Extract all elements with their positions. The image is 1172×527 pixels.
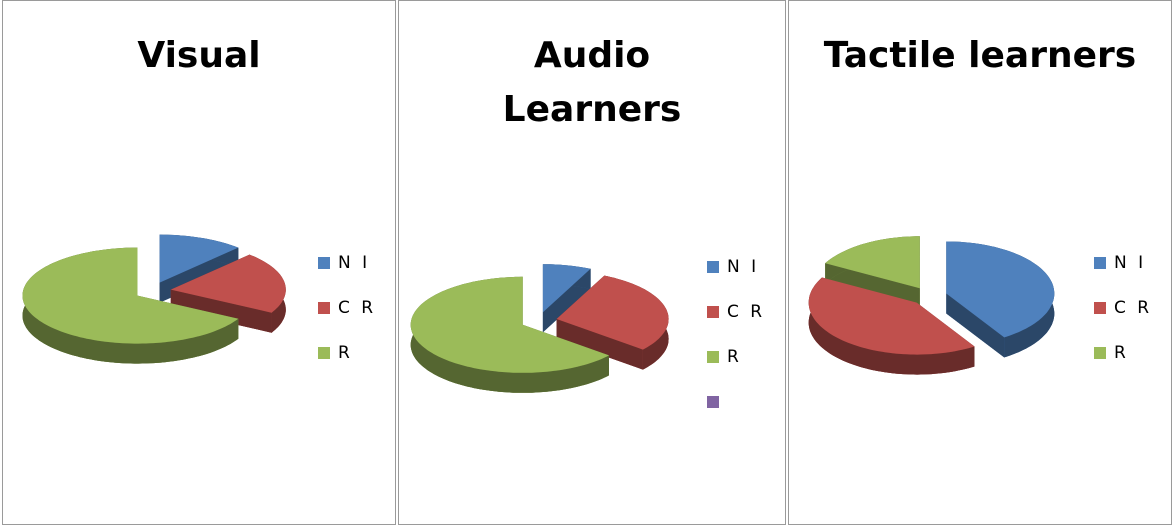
chart: N I C R R <box>808 236 1152 375</box>
chart: N I C R R <box>410 257 765 408</box>
slice-top <box>556 275 669 350</box>
panel: Audio Learners N I C R R <box>398 0 786 525</box>
slice-side <box>808 277 975 375</box>
slice-top <box>542 264 591 313</box>
panel: Tactile learners N I C R R <box>788 0 1172 525</box>
legend-label: N I <box>727 257 759 277</box>
legend-label: N I <box>1114 253 1146 273</box>
slice-shade <box>808 277 975 375</box>
legend-swatch <box>707 306 719 318</box>
slice-top <box>946 241 1055 338</box>
slice-shade <box>556 319 643 370</box>
slice-tops <box>410 264 669 373</box>
slice-shade <box>825 263 920 309</box>
slice-top <box>825 236 920 289</box>
slice-tops <box>22 234 286 344</box>
chart: N I C R R <box>22 234 376 364</box>
slice-side <box>946 293 1005 358</box>
legend-swatch <box>1094 347 1106 359</box>
legend-label: C R <box>727 302 765 322</box>
legend-label: R <box>727 347 742 367</box>
slice-shade <box>946 293 1005 358</box>
legend-label: R <box>338 343 353 363</box>
legend-label: C R <box>338 298 376 318</box>
slice-side <box>410 276 609 393</box>
slice-top <box>170 254 286 313</box>
panel: Visual N I C R R <box>2 0 396 525</box>
legend-swatch <box>707 261 719 273</box>
legend-label: C R <box>1114 298 1152 318</box>
slice-top <box>22 247 239 344</box>
chart-title: Tactile learners <box>823 35 1137 76</box>
legend-label: N I <box>338 253 370 273</box>
legend-swatch <box>318 347 330 359</box>
slice-top <box>410 276 609 373</box>
chart-title: Audio Learners <box>502 35 682 130</box>
legend-swatch <box>318 257 330 269</box>
slice-shade <box>170 289 272 333</box>
slice-side <box>825 263 920 309</box>
slice-side <box>556 319 643 370</box>
slice-shade <box>410 276 609 393</box>
legend-label: R <box>1114 343 1129 363</box>
legend-swatch <box>318 302 330 314</box>
chart-title: Visual <box>137 35 261 76</box>
legend-swatch <box>1094 257 1106 269</box>
slice-tops <box>808 236 1055 355</box>
legend-swatch <box>1094 302 1106 314</box>
slice-side <box>170 289 272 333</box>
legend-swatch <box>707 396 719 408</box>
legend-swatch <box>707 351 719 363</box>
slice-top <box>808 277 975 355</box>
slice-top <box>159 234 239 283</box>
